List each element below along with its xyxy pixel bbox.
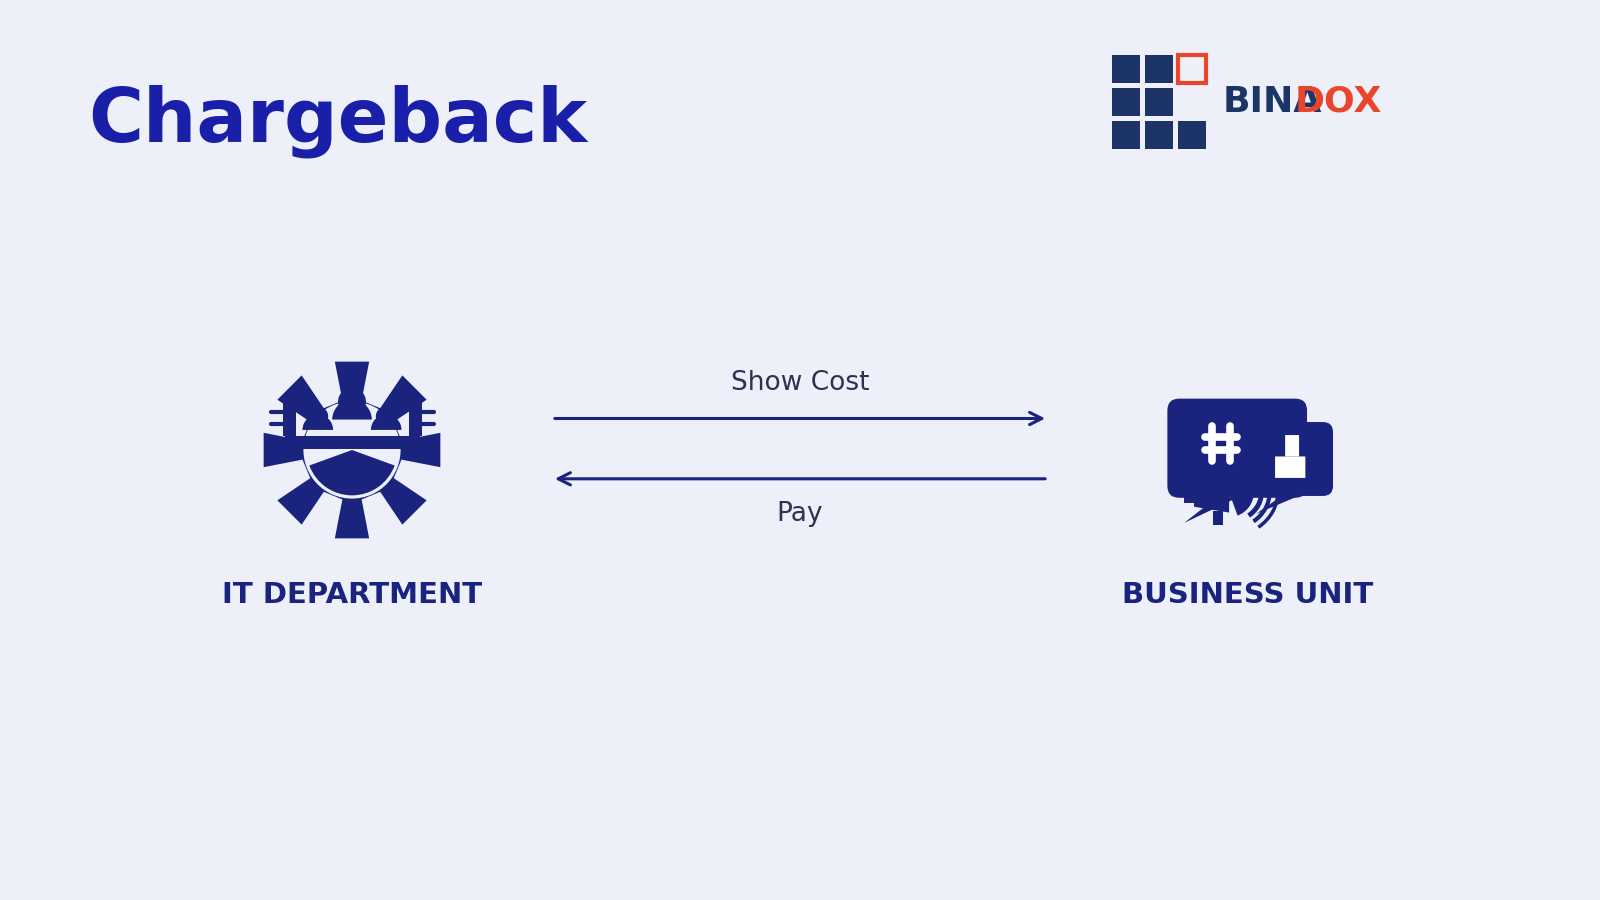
Wedge shape [309, 450, 395, 495]
Bar [1184, 491, 1195, 502]
Polygon shape [1184, 498, 1237, 523]
Text: IT DEPARTMENT: IT DEPARTMENT [222, 581, 482, 609]
Text: Chargeback: Chargeback [88, 85, 587, 158]
Bar [1146, 55, 1173, 83]
Text: Pay: Pay [776, 500, 824, 526]
Bar [408, 402, 421, 436]
Bar [1112, 55, 1139, 83]
Bar [1112, 87, 1139, 115]
FancyBboxPatch shape [1248, 422, 1333, 496]
Bar [1213, 511, 1222, 525]
Circle shape [304, 402, 400, 498]
Bar [1146, 87, 1173, 115]
Text: BINA: BINA [1222, 85, 1322, 119]
Polygon shape [1256, 496, 1299, 514]
Wedge shape [333, 400, 371, 419]
FancyBboxPatch shape [1285, 435, 1299, 456]
FancyBboxPatch shape [1168, 399, 1307, 498]
Circle shape [307, 406, 328, 427]
Text: BUSINESS UNIT: BUSINESS UNIT [1122, 581, 1374, 609]
Bar [283, 402, 296, 436]
Bar [285, 436, 419, 449]
FancyBboxPatch shape [1275, 456, 1306, 478]
Text: DOX: DOX [1294, 85, 1382, 119]
Polygon shape [1194, 472, 1229, 513]
Polygon shape [264, 362, 440, 538]
Bar [1146, 121, 1173, 148]
Text: Show Cost: Show Cost [731, 371, 869, 397]
Circle shape [338, 388, 366, 416]
Bar [1178, 55, 1206, 83]
Wedge shape [1229, 469, 1254, 516]
Bar [1178, 121, 1206, 148]
Circle shape [376, 406, 397, 427]
Bar [1112, 121, 1139, 148]
Wedge shape [371, 415, 402, 430]
Wedge shape [302, 415, 333, 430]
